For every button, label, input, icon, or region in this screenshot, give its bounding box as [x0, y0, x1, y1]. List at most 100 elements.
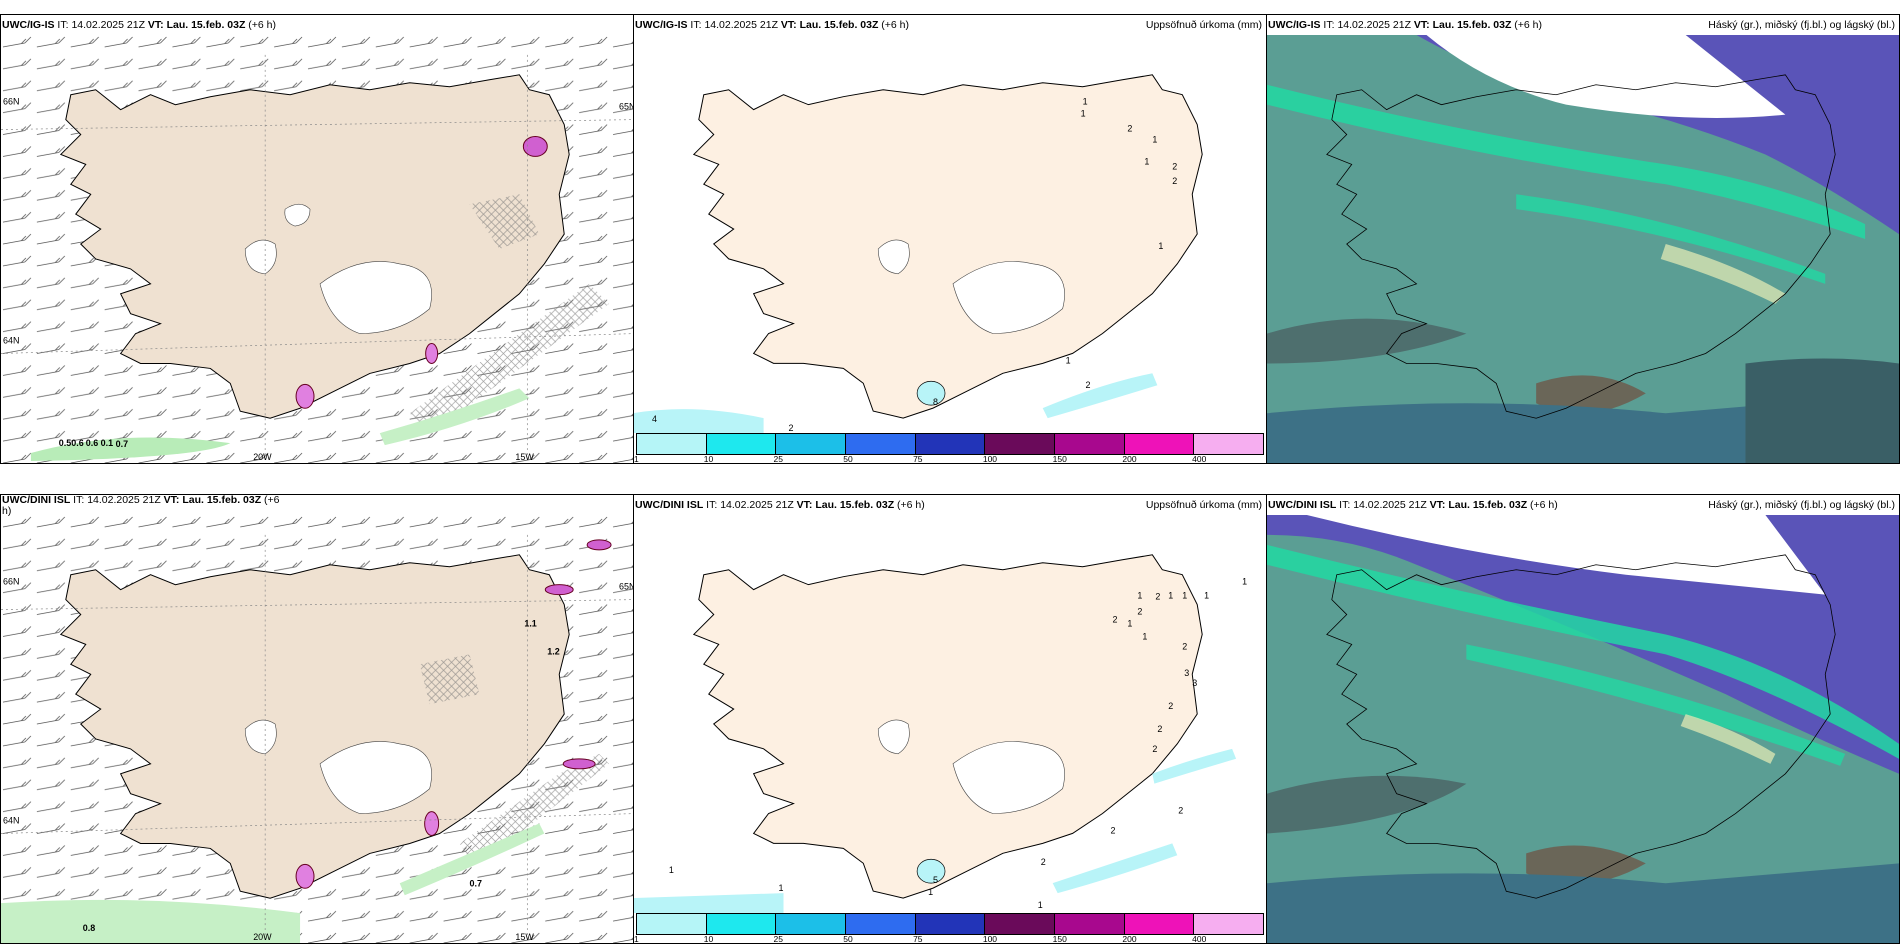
legend-tick: 25	[773, 934, 783, 944]
legend-cell	[1194, 434, 1264, 454]
legend-tick: 75	[913, 934, 923, 944]
value-label: 1.1	[524, 618, 536, 628]
panel-wind-dini: UWC/DINI ISL IT: 14.02.2025 21Z VT: Lau.…	[0, 494, 634, 944]
panel-title-right: Uppsöfnuð úrkoma (mm)	[1145, 19, 1262, 31]
precip-value: 1	[1182, 591, 1187, 601]
precip-value: 2	[1112, 614, 1117, 624]
lat-label: 64N	[3, 336, 19, 346]
legend-cell	[985, 914, 1056, 934]
precip-value: 3	[1192, 678, 1197, 688]
legend-cell	[637, 914, 707, 934]
precip-value: 1	[1144, 156, 1149, 166]
panel-header: UWC/IG-IS IT: 14.02.2025 21Z VT: Lau. 15…	[1267, 15, 1899, 35]
panel-title-right: Uppsöfnuð úrkoma (mm)	[1145, 499, 1262, 511]
legend-cell	[985, 434, 1056, 454]
legend-cell	[1124, 914, 1195, 934]
legend-tick: 150	[1052, 454, 1067, 464]
precip-value: 1	[1083, 97, 1088, 107]
panel-header: UWC/IG-IS IT: 14.02.2025 21Z VT: Lau. 15…	[634, 15, 1266, 35]
value-label: 0.50.6	[59, 438, 84, 448]
lon-label: 15W	[515, 932, 534, 942]
cloud-map	[1267, 35, 1899, 463]
lon-label: 20W	[253, 932, 272, 942]
precip-value: 2	[1086, 380, 1091, 390]
precip-value: 5	[933, 875, 938, 885]
precip-value: 1	[779, 883, 784, 893]
legend-tick: 150	[1052, 934, 1067, 944]
value-label: 0.7	[116, 439, 128, 449]
legend-colorbar	[636, 433, 1264, 455]
precip-value: 1	[1204, 591, 1209, 601]
legend-colorbar	[636, 913, 1264, 935]
precip-value: 1	[928, 887, 933, 897]
legend-tick: 25	[773, 454, 783, 464]
legend-cell	[846, 914, 916, 934]
panel-clouds-dini: UWC/DINI ISL IT: 14.02.2025 21Z VT: Lau.…	[1266, 494, 1900, 944]
value-label: 0.7	[470, 878, 482, 888]
precip-value: 2	[1182, 641, 1187, 651]
precip-value: 1	[1127, 618, 1132, 628]
panel-title-right: Háský (gr.), miðský (fj.bl.) og lágský (…	[1708, 499, 1895, 511]
panel-header: UWC/IG-IS IT: 14.02.2025 21Z VT: Lau. 15…	[2, 19, 277, 31]
legend-tick: 1	[634, 454, 639, 464]
lon-label: 20W	[253, 452, 272, 462]
panel-wind-igis: UWC/IG-IS IT: 14.02.2025 21Z VT: Lau. 15…	[0, 14, 634, 464]
precip-value: 3	[1184, 668, 1189, 678]
lat-label: 66N	[3, 97, 19, 107]
precip-value: 2	[1137, 607, 1142, 617]
lon-label: 15W	[515, 452, 534, 462]
precip-value: 2	[1127, 124, 1132, 134]
precip-value: 2	[1152, 744, 1157, 754]
panel-precip-dini: UWC/DINI ISL IT: 14.02.2025 21Z VT: Lau.…	[633, 494, 1267, 944]
precip-value: 1	[1242, 577, 1247, 587]
precip-value: 1	[1137, 591, 1142, 601]
panel-clouds-igis: UWC/IG-IS IT: 14.02.2025 21Z VT: Lau. 15…	[1266, 14, 1900, 464]
legend-tick: 100	[982, 934, 998, 944]
precip-value: 1	[1158, 241, 1163, 251]
precip-legend: 1 10 25 50 75 100 150 200 400	[634, 913, 1266, 943]
panel-header: UWC/DINI ISL IT: 14.02.2025 21Z VT: Lau.…	[634, 495, 1266, 515]
legend-cell	[915, 434, 986, 454]
lat-label: 65N	[619, 582, 633, 592]
wind-map: 66N 64N 65N 20W 15W 0.50.6 0.6 0.1 0.7	[1, 35, 633, 463]
precip-map: 1 1 2 1 1 2 2 1 2 8 4 2 1	[634, 35, 1266, 433]
precip-value: 2	[1168, 701, 1173, 711]
legend-cell	[706, 914, 777, 934]
precip-value: 1	[1168, 591, 1173, 601]
precip-legend: 1 10 25 50 75 100 150 200 400	[634, 433, 1266, 463]
precip-value: 2	[1178, 806, 1183, 816]
iceland-land	[59, 74, 570, 419]
legend-tick: 50	[843, 934, 853, 944]
legend-cell	[776, 434, 847, 454]
value-label: 0.6	[86, 438, 98, 448]
legend-cell	[1055, 914, 1125, 934]
value-label: 0.1	[101, 438, 113, 448]
legend-tick: 200	[1122, 454, 1137, 464]
value-label: 0.8	[83, 923, 95, 933]
legend-tick: 50	[843, 454, 853, 464]
precip-value: 1	[669, 865, 674, 875]
value-label: 1.2	[547, 646, 559, 656]
lat-label: 65N	[619, 102, 633, 112]
legend-cell	[915, 914, 986, 934]
legend-cell	[846, 434, 916, 454]
precip-value: 1	[1038, 900, 1043, 910]
legend-cell	[776, 914, 847, 934]
legend-tick: 10	[703, 934, 714, 944]
legend-tick: 400	[1192, 454, 1207, 464]
legend-tick: 1	[634, 934, 639, 944]
precip-value: 4	[652, 414, 657, 424]
panel-header: UWC/DINI ISL IT: 14.02.2025 21Z VT: Lau.…	[1267, 495, 1899, 515]
legend-cell	[706, 434, 777, 454]
legend-tick: 75	[913, 454, 923, 464]
lat-label: 66N	[3, 577, 19, 587]
precip-value: 1	[1081, 109, 1086, 119]
panel-precip-igis: UWC/IG-IS IT: 14.02.2025 21Z VT: Lau. 15…	[633, 14, 1267, 464]
precip-value: 2	[1172, 176, 1177, 186]
precip-value: 2	[1155, 592, 1160, 602]
cloud-map	[1267, 515, 1899, 943]
precip-value: 2	[1157, 724, 1162, 734]
legend-cell	[1194, 914, 1264, 934]
legend-cell	[1055, 434, 1125, 454]
precip-value: 2	[1041, 857, 1046, 867]
